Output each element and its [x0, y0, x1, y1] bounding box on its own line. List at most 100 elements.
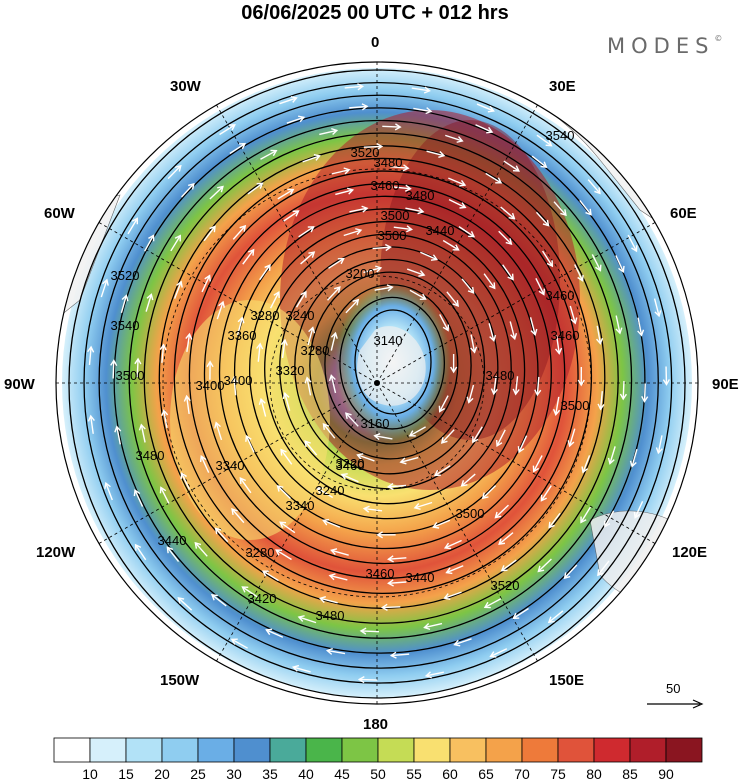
flow-arrow [591, 254, 602, 272]
flow-arrow [653, 298, 662, 318]
flow-arrow [392, 184, 412, 192]
flow-arrow [445, 134, 464, 143]
colorbar-tick: 90 [658, 766, 674, 782]
contour-label: 3340 [216, 458, 245, 473]
colorbar-swatch [629, 737, 667, 763]
contour-label: 3460 [336, 458, 365, 473]
flow-arrow [335, 187, 355, 196]
flow-arrow [581, 455, 591, 474]
meridian-label-0: 0 [371, 34, 380, 51]
flow-arrow [413, 107, 433, 115]
flow-arrow [548, 512, 561, 529]
flow-arrow [386, 482, 407, 491]
flow-arrow [426, 150, 446, 159]
flow-arrow [481, 485, 497, 500]
contour-label: 3480 [316, 608, 345, 623]
height-contour [233, 208, 539, 535]
flow-arrow [330, 548, 349, 556]
contour-label: 3480 [374, 155, 403, 170]
flow-arrow [500, 559, 517, 572]
flow-arrow [359, 627, 380, 635]
map-title: 06/06/2025 00 UTC + 012 hrs [241, 2, 509, 24]
flow-arrow [297, 615, 317, 624]
flow-arrow [241, 586, 258, 598]
flow-arrow [210, 594, 227, 607]
contour-label: 3540 [546, 128, 575, 143]
flow-arrow [316, 487, 334, 499]
flow-arrow [276, 484, 291, 499]
contour-label: 3320 [276, 363, 305, 378]
flow-arrow [219, 124, 236, 136]
flow-arrow [134, 357, 142, 377]
flow-arrow [232, 224, 247, 240]
flow-arrow [433, 465, 451, 477]
contour-label: 3500 [456, 506, 485, 521]
flow-arrow [230, 638, 248, 649]
flow-arrow [259, 263, 271, 281]
colorbar-swatch [557, 737, 595, 763]
flow-arrow [194, 541, 208, 557]
scale-arrow [647, 699, 704, 709]
flow-arrow [214, 421, 223, 441]
flow-arrow [423, 622, 443, 631]
meridian-label-30e: 30E [549, 78, 576, 95]
colorbar-swatch [53, 737, 91, 763]
contour-label: 3540 [111, 318, 140, 333]
meridian-label-120w: 120W [36, 544, 76, 561]
flow-arrow [633, 501, 644, 519]
contour-label: 3500 [561, 398, 590, 413]
flow-arrow [322, 518, 341, 528]
height-contour [173, 157, 593, 595]
flow-arrow [307, 326, 316, 346]
contour-label: 3140 [374, 333, 403, 348]
flow-arrow [387, 579, 407, 587]
flow-arrow [500, 206, 516, 220]
modes-logo: MODES© [607, 34, 723, 58]
pole-marker [374, 380, 380, 386]
flow-arrow [534, 376, 542, 397]
flow-arrow [597, 391, 605, 411]
flow-arrow [466, 384, 475, 404]
flow-arrow [498, 532, 514, 546]
flow-arrow [374, 284, 394, 292]
flow-arrow [553, 201, 567, 217]
flow-arrow [517, 435, 528, 454]
flow-arrow [304, 376, 312, 396]
map-border [55, 61, 699, 705]
contour-label: 3460 [551, 328, 580, 343]
flow-arrow [330, 331, 338, 351]
flow-arrow [440, 429, 455, 444]
flow-arrow [180, 472, 191, 490]
flow-arrow [498, 230, 513, 245]
flow-arrow [340, 473, 359, 483]
flow-arrow [483, 273, 496, 290]
flow-arrow [442, 239, 460, 251]
flow-arrow [203, 225, 216, 242]
flow-arrow [432, 519, 451, 529]
flow-arrow [229, 142, 247, 155]
flow-arrow [280, 448, 293, 465]
flow-arrow [413, 501, 433, 510]
flow-arrow [389, 651, 410, 659]
flow-arrow [372, 243, 392, 252]
flow-arrow [328, 573, 348, 581]
colorbar-swatch [269, 737, 307, 763]
flow-arrow [411, 86, 431, 94]
flow-arrow [443, 591, 462, 600]
flow-arrow [216, 300, 225, 320]
flow-arrow [597, 560, 610, 577]
colorbar-swatch [89, 737, 127, 763]
height-contour [309, 271, 472, 460]
flow-arrow [503, 160, 520, 172]
flow-arrow [476, 103, 495, 113]
colorbar-swatch [521, 737, 559, 763]
flow-arrow [166, 546, 180, 562]
flow-arrow [177, 597, 193, 611]
flow-arrow [363, 143, 384, 151]
flow-arrow [256, 342, 264, 362]
flow-arrow [489, 648, 508, 658]
flow-arrow [655, 435, 663, 455]
flow-arrow [382, 123, 402, 131]
flow-arrow [579, 200, 592, 216]
flow-arrow [100, 278, 109, 298]
